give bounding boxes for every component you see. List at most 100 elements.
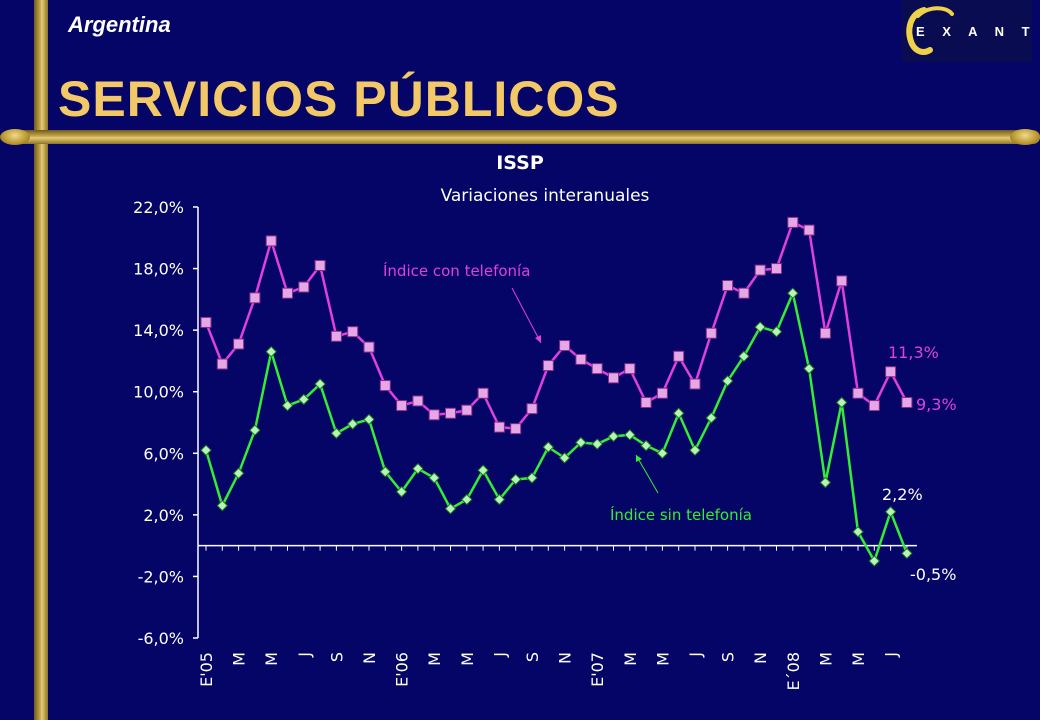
series-sin-telefonia-point — [672, 407, 685, 419]
series-sin-telefonia-point — [477, 464, 489, 476]
x-tick-label: N — [360, 652, 379, 664]
x-tick-label: M — [816, 652, 835, 666]
series-sin-telefonia-point — [591, 438, 603, 450]
x-tick-label: N — [751, 652, 770, 664]
value-label-2-2: 2,2% — [882, 485, 923, 504]
series-con-telefonia-point — [493, 421, 505, 433]
series-con-telefonia-point — [591, 363, 603, 375]
x-tick-label: M — [621, 652, 640, 666]
series-con-telefonia-point — [754, 264, 766, 276]
series-sin-telefonia-point — [412, 462, 424, 475]
series-sin-telefonia-point — [265, 345, 277, 358]
x-tick-label: M — [425, 652, 444, 666]
series-con-telefonia-point — [510, 423, 522, 435]
series-con-telefonia-point — [265, 235, 277, 247]
x-tick-label: M — [230, 652, 249, 666]
series-sin-telefonia-point — [216, 499, 229, 512]
series-con-telefonia-point — [396, 400, 408, 412]
series-sin-telefonia-point — [249, 424, 261, 436]
series-sin-telefonia-point — [640, 439, 652, 452]
series-sin-telefonia-point — [493, 493, 506, 506]
series-con-telefonia-point — [445, 407, 456, 419]
exante-logo: E X A N T E — [902, 0, 1040, 62]
y-tick-label: 14,0% — [133, 321, 184, 340]
series-con-telefonia-point — [363, 341, 375, 353]
series-con-telefonia-point — [379, 380, 391, 392]
series-sin-telefonia-point — [461, 493, 473, 506]
series-con-telefonia-point — [868, 400, 880, 412]
series-con-telefonia-point — [200, 316, 212, 328]
series-con-telefonia-point — [575, 353, 587, 365]
series-con-telefonia-point — [787, 216, 799, 228]
series-con-telefonia-point — [298, 281, 310, 293]
series-con-telefonia-point — [233, 338, 245, 350]
series-con-telefonia-point — [885, 366, 897, 378]
series-con-telefonia-point — [819, 327, 831, 339]
series-sin-telefonia-point — [738, 350, 750, 363]
x-tick-label: J — [686, 652, 705, 658]
series-sin-telefonia-point — [835, 396, 848, 409]
label-con-telefonia: Índice con telefonía — [383, 261, 530, 280]
series-con-telefonia-point — [216, 358, 228, 370]
series-con-telefonia-point — [461, 404, 473, 416]
series-sin-telefonia-point — [526, 472, 538, 484]
series-sin-telefonia-point — [232, 467, 245, 480]
x-tick-label: E´08 — [784, 652, 803, 690]
arrow-con-telefonia — [511, 287, 542, 344]
series-sin-telefonia-point — [314, 378, 326, 390]
x-tick-label: E'05 — [197, 652, 216, 687]
series-sin-telefonia-point — [721, 375, 734, 387]
series-sin-telefonia-point — [379, 466, 392, 478]
series-con-telefonia-point — [526, 403, 538, 415]
series-sin-telefonia-point — [346, 418, 359, 430]
y-tick-label: -2,0% — [138, 567, 184, 586]
y-tick-label: 10,0% — [133, 383, 184, 402]
series-con-telefonia-point — [608, 372, 619, 384]
series-sin-telefonia-point — [884, 506, 897, 518]
series-sin-telefonia-point — [770, 325, 783, 338]
series-con-telefonia-point — [738, 287, 750, 299]
series-sin-telefonia-point — [705, 412, 718, 424]
series-sin-telefonia-point — [787, 287, 799, 299]
series-sin-telefonia-point — [363, 413, 375, 426]
x-tick-label: J — [882, 652, 901, 658]
country-label: Argentina — [68, 12, 171, 37]
series-con-telefonia-point — [559, 340, 571, 352]
x-tick-label: M — [849, 652, 868, 666]
x-tick-label: M — [653, 652, 672, 666]
series-con-telefonia-point — [705, 327, 717, 339]
series-sin-telefonia-point — [656, 447, 669, 459]
series-con-telefonia-point — [836, 275, 848, 287]
series-con-telefonia-point — [428, 409, 440, 421]
series-sin-telefonia-point — [200, 444, 212, 456]
series-sin-telefonia-point — [868, 555, 881, 567]
logo-wordmark: E X A N T E — [916, 24, 1032, 39]
x-tick-label: J — [490, 652, 509, 658]
series-sin-telefonia-point — [575, 436, 587, 449]
series-con-telefonia-point — [803, 224, 815, 236]
series-sin-telefonia-point — [607, 430, 620, 443]
series-con-telefonia-point — [722, 280, 734, 292]
x-tick-label: J — [295, 652, 314, 658]
series-sin-telefonia-point — [901, 547, 913, 560]
series-sin-telefonia-point — [428, 472, 440, 484]
arrowhead-sin-telefonia — [636, 455, 642, 462]
series-sin-telefonia-point — [754, 321, 766, 333]
arrow-sin-telefonia — [635, 454, 659, 494]
x-tick-label: M — [262, 652, 281, 666]
series-sin-telefonia-point — [444, 502, 457, 515]
series-sin-telefonia-point — [558, 452, 571, 464]
series-con-telefonia-point — [689, 378, 701, 390]
series-sin-telefonia-line — [204, 289, 909, 565]
series-con-telefonia-point — [282, 287, 293, 299]
chart-title: ISSP — [496, 152, 544, 174]
x-tick-label: S — [719, 652, 738, 662]
series-sin-telefonia-point — [803, 362, 815, 375]
label-sin-telefonia: Índice sin telefonía — [610, 505, 752, 524]
series-con-telefonia-point — [542, 360, 554, 372]
series-sin-telefonia-point — [281, 399, 294, 412]
arrowhead-con-telefonia — [535, 335, 541, 343]
bar-cap-right — [1010, 129, 1040, 145]
series-con-telefonia-point — [673, 350, 685, 362]
